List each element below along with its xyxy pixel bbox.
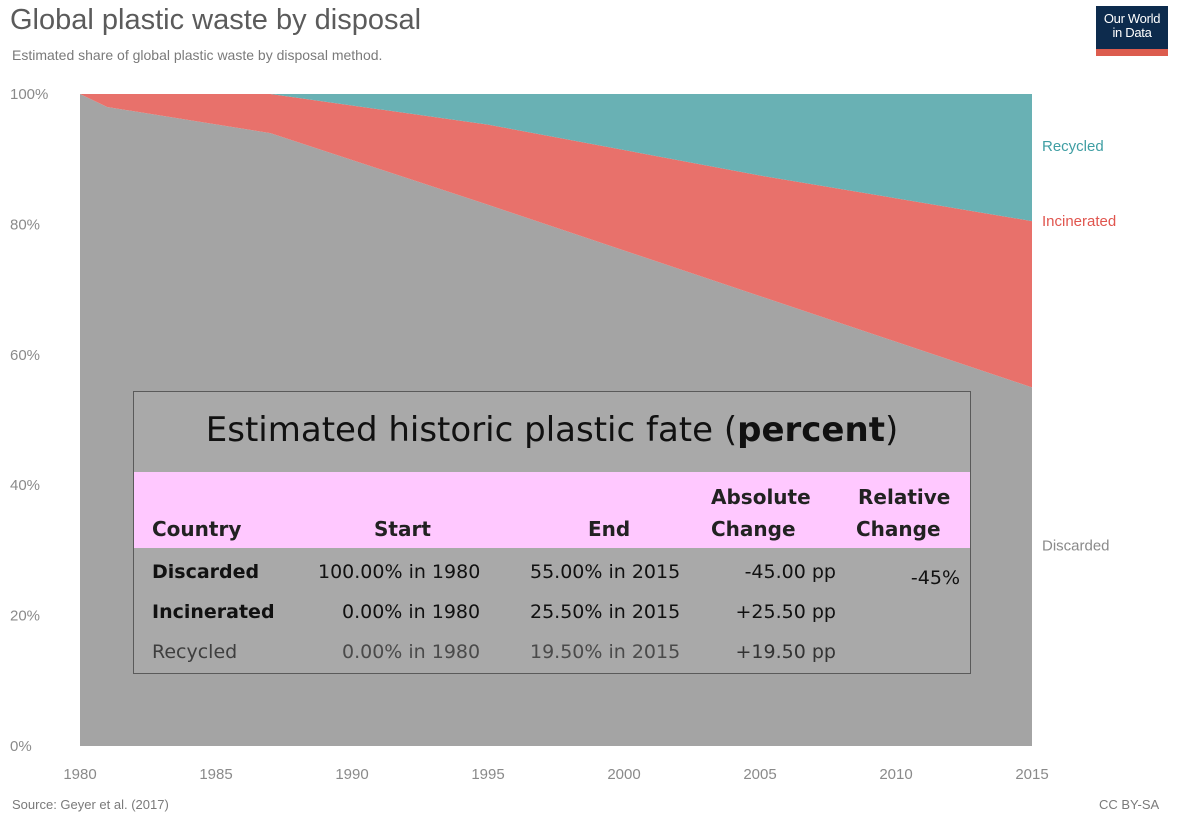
header-start: Start [374, 517, 431, 541]
x-tick-label: 1985 [199, 766, 232, 783]
row-end: 25.50% in 2015 [530, 601, 681, 623]
row-start: 100.00% in 1980 [318, 561, 481, 583]
series-label-recycled: Recycled [1042, 138, 1104, 155]
license-note[interactable]: CC BY-SA [1099, 797, 1160, 812]
row-end: 55.00% in 2015 [530, 561, 681, 583]
area-recycled [80, 94, 1032, 222]
source-note[interactable]: Source: Geyer et al. (2017) [12, 797, 169, 812]
row-start: 0.00% in 1980 [342, 601, 481, 623]
series-label-discarded: Discarded [1042, 537, 1110, 554]
x-tick-label: 1980 [63, 766, 96, 783]
chart-subtitle: Estimated share of global plastic waste … [12, 47, 383, 63]
overlay-title-bold: percent [737, 410, 885, 450]
row-country: Recycled [152, 641, 238, 663]
row-country: Discarded [152, 561, 260, 583]
header-country: Country [152, 517, 242, 541]
y-tick-label: 0% [10, 738, 32, 755]
table-row: Recycled 0.00% in 1980 19.50% in 2015 +1… [134, 632, 970, 672]
row-abs: -45.00 pp [744, 561, 836, 583]
x-tick-label: 1990 [335, 766, 368, 783]
header-abs-line2: Change [711, 517, 796, 541]
y-tick-label: 60% [10, 347, 40, 364]
y-tick-label: 80% [10, 216, 40, 233]
area-incinerated [80, 94, 1032, 388]
row-abs: +19.50 pp [735, 641, 836, 663]
x-tick-label: 2000 [607, 766, 640, 783]
y-tick-label: 100% [10, 86, 48, 103]
row-rel: -45% [910, 567, 960, 589]
table-row: Incinerated 0.00% in 1980 25.50% in 2015… [134, 592, 970, 632]
table-row: Discarded 100.00% in 1980 55.00% in 2015… [134, 552, 970, 592]
x-tick-label: 2015 [1015, 766, 1048, 783]
x-tick-label: 2010 [879, 766, 912, 783]
y-tick-label: 40% [10, 477, 40, 494]
row-abs: +25.50 pp [735, 601, 836, 623]
overlay-title: Estimated historic plastic fate (percent… [134, 410, 970, 450]
x-tick-label: 2005 [743, 766, 776, 783]
header-abs-line1: Absolute [711, 485, 811, 509]
logo-line-2: in Data [1112, 25, 1152, 40]
header-end: End [588, 517, 631, 541]
header-rel-line2: Change [856, 517, 941, 541]
x-tick-label: 1995 [471, 766, 504, 783]
row-start: 0.00% in 1980 [342, 641, 481, 663]
header-rel-line1: Relative [858, 485, 951, 509]
fate-table-overlay: Estimated historic plastic fate (percent… [133, 391, 971, 674]
owid-logo[interactable]: Our World in Data [1096, 6, 1168, 56]
y-tick-label: 20% [10, 608, 40, 625]
logo-accent-bar [1096, 49, 1168, 56]
overlay-title-prefix: Estimated historic plastic fate ( [205, 410, 738, 450]
overlay-title-suffix: ) [884, 410, 899, 450]
series-label-incinerated: Incinerated [1042, 213, 1116, 230]
table-header: Country Start End Absolute Change Relati… [134, 472, 970, 548]
row-end: 19.50% in 2015 [530, 641, 681, 663]
chart-title: Global plastic waste by disposal [10, 4, 422, 36]
row-country: Incinerated [152, 601, 275, 623]
logo-line-1: Our World [1103, 11, 1161, 26]
